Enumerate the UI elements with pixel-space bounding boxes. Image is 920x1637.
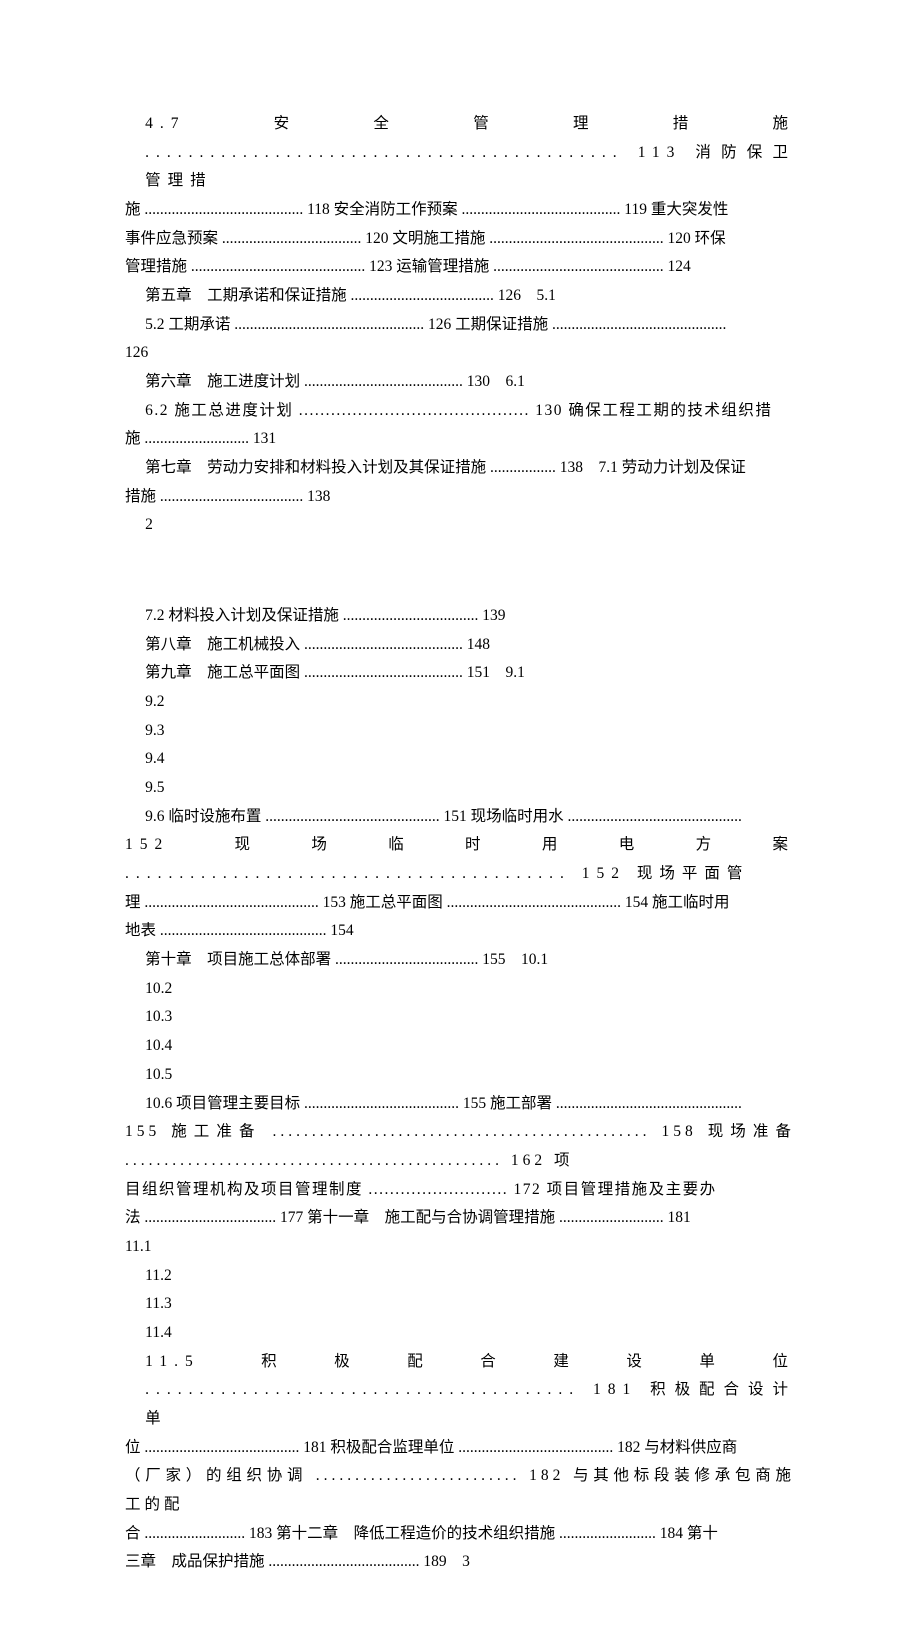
toc-line: 法 .................................. 177… xyxy=(125,1204,795,1233)
toc-line: 第五章 工期承诺和保证措施 ..........................… xyxy=(125,282,795,311)
toc-line: 地表 .....................................… xyxy=(125,917,795,946)
toc-line: 126 xyxy=(125,339,795,368)
toc-line: 第六章 施工进度计划 .............................… xyxy=(125,368,795,397)
toc-line: 事件应急预案 .................................… xyxy=(125,225,795,254)
toc-line: 9.2 xyxy=(125,688,795,717)
toc-line: 5.2 工期承诺 ...............................… xyxy=(125,311,795,340)
toc-line: 9.3 xyxy=(125,717,795,746)
toc-line: 7.2 材料投入计划及保证措施 ........................… xyxy=(125,602,795,631)
toc-line: 第八章 施工机械投入 .............................… xyxy=(125,631,795,660)
toc-line: 管理措施 ...................................… xyxy=(125,253,795,282)
toc-line: 10.2 xyxy=(125,975,795,1004)
toc-line: 10.5 xyxy=(125,1061,795,1090)
toc-line: 11.5 积极配合建设单位 ..........................… xyxy=(125,1348,795,1434)
toc-line: 9.6 临时设施布置 .............................… xyxy=(125,803,795,832)
document-content: 4.7 安全管理措施 .............................… xyxy=(125,110,795,1577)
toc-line: 4.7 安全管理措施 .............................… xyxy=(125,110,795,196)
toc-line: 施 ........................... 131 xyxy=(125,425,795,454)
section-gap xyxy=(125,540,795,602)
toc-line: 施 ......................................… xyxy=(125,196,795,225)
toc-line: 理 ......................................… xyxy=(125,889,795,918)
toc-line: 6.2 施工总进度计划 ............................… xyxy=(125,397,795,426)
toc-line: 9.4 xyxy=(125,745,795,774)
toc-line: 三章 成品保护措施 ..............................… xyxy=(125,1548,795,1577)
toc-line: 目组织管理机构及项目管理制度 .........................… xyxy=(125,1176,795,1205)
toc-line: 第七章 劳动力安排和材料投入计划及其保证措施 .................… xyxy=(125,454,795,483)
toc-line: 155 施工准备 ...............................… xyxy=(125,1118,795,1175)
toc-line: 位 ......................................… xyxy=(125,1434,795,1463)
toc-line: 2 xyxy=(125,511,795,540)
toc-line: 152 现场临时用电方案 ...........................… xyxy=(125,831,795,888)
toc-line: 9.5 xyxy=(125,774,795,803)
toc-line: 措施 .....................................… xyxy=(125,483,795,512)
toc-line: 第九章 施工总平面图 .............................… xyxy=(125,659,795,688)
toc-line: 10.3 xyxy=(125,1003,795,1032)
toc-line: 11.4 xyxy=(125,1319,795,1348)
toc-line: 11.3 xyxy=(125,1290,795,1319)
toc-line: 合 .......................... 183 第十二章 降低… xyxy=(125,1520,795,1549)
toc-line: 第十章 项目施工总体部署 ...........................… xyxy=(125,946,795,975)
toc-line: 10.4 xyxy=(125,1032,795,1061)
toc-line: 11.2 xyxy=(125,1262,795,1291)
toc-line: 10.6 项目管理主要目标 ..........................… xyxy=(125,1090,795,1119)
toc-line: （厂家）的组织协调 .......................... 182… xyxy=(125,1462,795,1519)
toc-line: 11.1 xyxy=(125,1233,795,1262)
